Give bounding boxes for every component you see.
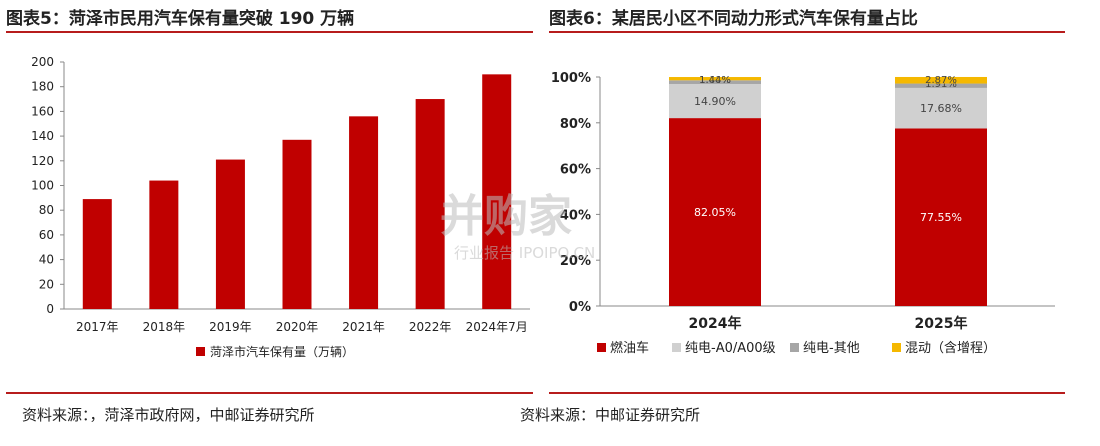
right-source-note: 资料来源：中邮证券研究所 — [520, 406, 701, 424]
right-bottom-rule — [549, 392, 1065, 394]
bar-5 — [349, 116, 379, 309]
x-tick-label: 2024年 — [689, 315, 742, 332]
left-bar-chart: 0 20 40 60 80 100 120 140 160 180 200 2017年 2018年 201… — [31, 55, 530, 359]
right-chart-title: 图表6：某居民小区不同动力形式汽车保有量占比 — [549, 9, 918, 29]
x-tick-label: 2021年 — [342, 320, 385, 334]
y-tick-label: 20% — [560, 254, 591, 269]
y-tick-label: 60% — [560, 163, 591, 178]
y-tick-label: 20 — [39, 277, 54, 291]
legend-label-1: 燃油车 — [610, 340, 649, 356]
bar-2-segment-4 — [895, 76, 987, 84]
bar-2-segment-3 — [895, 83, 987, 88]
y-tick-label: 60 — [39, 228, 54, 242]
y-tick-label: 80 — [39, 203, 54, 217]
left-bottom-rule — [6, 392, 533, 394]
data-label: 1.60% — [699, 75, 731, 86]
data-label: 1.91% — [925, 79, 957, 90]
legend-label: 菏泽市汽车保有量（万辆） — [210, 344, 354, 359]
y-tick-label: 0% — [569, 300, 591, 315]
x-tick-label: 2024年7月 — [466, 320, 528, 334]
bar-1-segment-4 — [669, 77, 761, 81]
y-tick-label: 120 — [31, 154, 54, 168]
bar-1-segment-3 — [669, 80, 761, 84]
bar-1-segment-2 — [669, 83, 761, 119]
bar-2 — [149, 180, 179, 309]
y-tick-label: 100 — [31, 179, 54, 193]
y-tick-label: 160 — [31, 104, 54, 118]
x-tick-label: 2018年 — [143, 320, 186, 334]
right-title-rule — [549, 31, 1065, 33]
bar-3 — [215, 159, 245, 309]
y-tick-label: 80% — [560, 117, 591, 132]
x-tick-label: 2019年 — [209, 320, 252, 334]
left-chart-title: 图表5：菏泽市民用汽车保有量突破 190 万辆 — [6, 9, 355, 29]
bar-4 — [282, 139, 312, 309]
data-label: 14.90% — [694, 95, 736, 108]
legend-swatch-3 — [790, 343, 799, 352]
data-label: 2.87% — [925, 75, 957, 86]
data-label: 1.44% — [699, 75, 731, 86]
y-tick-label: 180 — [31, 80, 54, 94]
left-source-note: 资料来源：，菏泽市政府网，中邮证券研究所 — [22, 406, 315, 424]
y-tick-label: 100% — [551, 71, 591, 86]
legend-swatch-1 — [597, 343, 606, 352]
legend-swatch-2 — [672, 343, 681, 352]
legend-label-2: 纯电-A0/A00级 — [685, 341, 776, 356]
y-tick-label: 0 — [46, 302, 54, 316]
data-label: 17.68% — [920, 102, 962, 115]
data-label: 82.05% — [694, 206, 736, 219]
bar-2-segment-1 — [895, 128, 987, 306]
bar-2-segment-2 — [895, 87, 987, 129]
legend-swatch — [196, 347, 205, 356]
x-tick-label: 2017年 — [76, 320, 119, 334]
left-title-rule — [6, 31, 533, 33]
right-stacked-bar-chart: 0% 20% 40% 60% 80% 100% 82.05% 14.90% 1.60%1.44%… — [551, 71, 1055, 356]
x-tick-label: 2020年 — [276, 320, 319, 334]
bar-1-segment-1 — [669, 118, 761, 306]
y-tick-label: 40 — [39, 253, 54, 267]
bar-6 — [415, 99, 445, 309]
bar-1 — [82, 199, 112, 309]
legend-swatch-4 — [892, 343, 901, 352]
bar-7 — [482, 74, 512, 309]
legend-label-4: 混动（含增程） — [905, 340, 996, 356]
data-label: 77.55% — [920, 211, 962, 224]
x-tick-label: 2022年 — [409, 320, 452, 334]
y-tick-label: 40% — [560, 208, 591, 223]
legend-label-3: 纯电-其他 — [803, 341, 860, 356]
x-tick-label: 2025年 — [915, 315, 968, 332]
y-tick-label: 200 — [31, 55, 54, 69]
y-tick-label: 140 — [31, 129, 54, 143]
